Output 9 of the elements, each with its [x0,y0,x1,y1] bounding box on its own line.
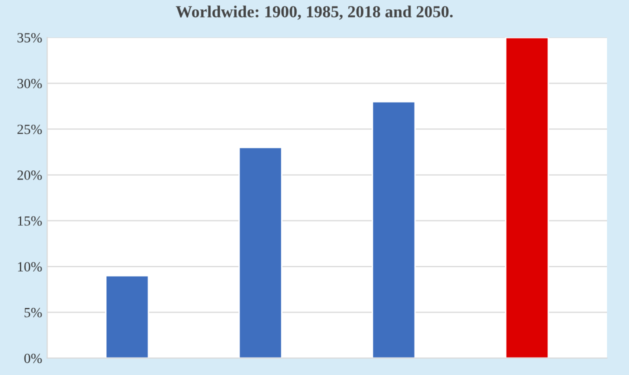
y-tick-label: 10% [18,262,42,272]
y-tick-label: 30% [18,78,42,88]
y-tick-label: 0% [24,354,42,364]
y-tick-label: 15% [18,216,42,226]
y-tick-label: 35% [18,33,42,42]
chart-title: Worldwide: 1900, 1985, 2018 and 2050. [176,6,453,20]
y-tick-label: 20% [17,170,42,180]
y-tick-label: 25% [17,124,42,134]
y-tick-label: 5% [24,308,42,318]
